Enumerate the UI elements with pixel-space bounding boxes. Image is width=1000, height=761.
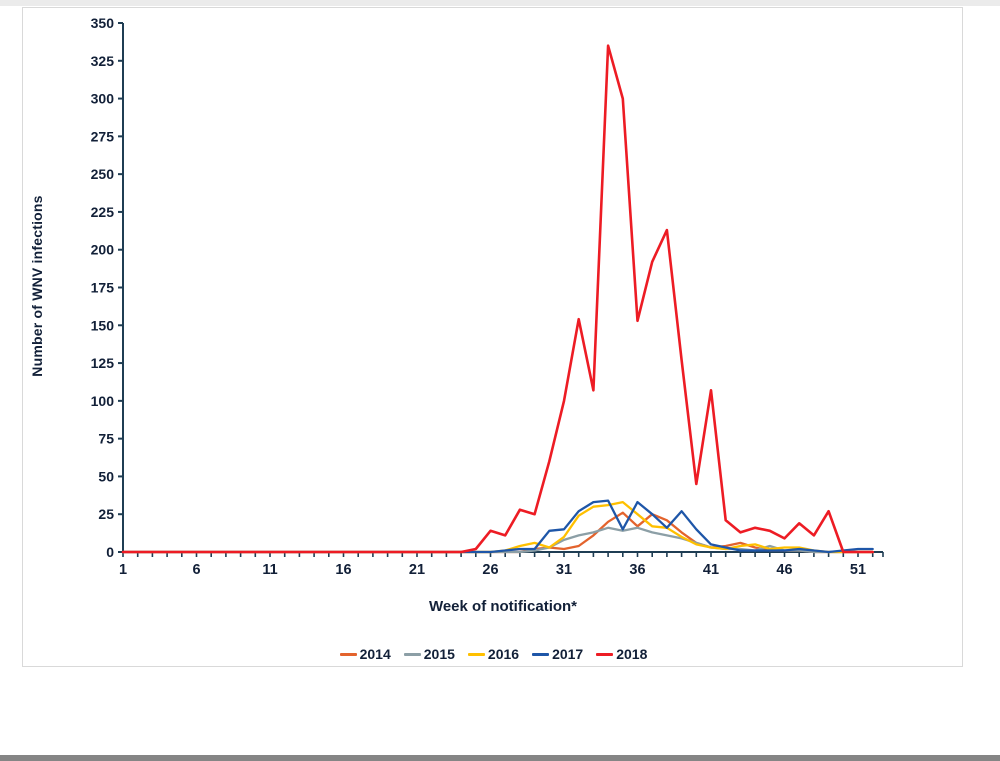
legend-item-2014: 2014	[339, 646, 391, 662]
y-tick-label-200: 200	[91, 242, 115, 258]
cropped-footer-strip	[0, 755, 1000, 761]
x-tick-label-36: 36	[629, 562, 645, 578]
y-axis-title: Number of WNV infections	[29, 195, 45, 377]
y-tick-label-0: 0	[106, 544, 114, 560]
legend-label-2018: 2018	[616, 646, 648, 662]
chart-svg: 0 25 50 75 100 125 150 175 200 225 250 275 300 325 350…	[91, 15, 884, 578]
x-tick-label-46: 46	[776, 562, 792, 578]
cropped-caption-strip	[0, 0, 1000, 6]
y-tick-label-25: 25	[98, 506, 114, 522]
y-tick-label-225: 225	[91, 204, 115, 220]
series-line-2015	[121, 526, 874, 554]
y-tick-label-50: 50	[98, 468, 114, 484]
x-tick-label-41: 41	[703, 562, 719, 578]
legend-label-2016: 2016	[487, 646, 520, 662]
x-tick-label-11: 11	[262, 562, 277, 578]
legend-swatch-2016	[467, 652, 485, 656]
y-tick-label-150: 150	[91, 317, 115, 333]
legend-swatch-2014	[339, 652, 357, 656]
legend-label-2014: 2014	[359, 646, 391, 662]
legend-item-2015: 2015	[403, 646, 455, 662]
legend-item-2017: 2017	[532, 646, 583, 662]
legend-swatch-2018	[596, 652, 614, 656]
legend-swatch-2017	[532, 652, 550, 656]
legend-label-2017: 2017	[552, 646, 584, 662]
x-tick-label-1: 1	[119, 562, 127, 578]
y-tick-label-75: 75	[98, 431, 114, 447]
legend-label-2015: 2015	[423, 646, 455, 662]
y-tick-label-300: 300	[91, 91, 115, 107]
y-tick-label-275: 275	[91, 128, 115, 144]
legend-item-2018: 2018	[596, 646, 647, 662]
x-tick-label-6: 6	[192, 562, 200, 578]
y-tick-label-100: 100	[91, 393, 115, 409]
x-tick-label-31: 31	[556, 562, 572, 578]
y-tick-label-350: 350	[91, 15, 115, 31]
x-tick-label-26: 26	[482, 562, 498, 578]
y-tick-label-175: 175	[91, 280, 115, 296]
legend: 2014 2015 2016 2017 2018	[23, 646, 964, 662]
x-tick-label-51: 51	[850, 562, 866, 578]
series-line-2018	[121, 44, 875, 554]
y-tick-label-325: 325	[91, 53, 115, 69]
series-line-2017	[121, 499, 874, 554]
legend-item-2016: 2016	[467, 646, 520, 662]
legend-swatch-2015	[403, 652, 421, 656]
x-axis-title: Week of notification*	[428, 598, 578, 615]
series-line-2016	[121, 500, 874, 554]
x-tick-label-21: 21	[409, 562, 425, 578]
y-tick-label-125: 125	[91, 355, 115, 371]
y-tick-label-250: 250	[91, 166, 115, 182]
figure-box: 0 25 50 75 100 125 150 175 200 225 250 275 300 325 350…	[22, 7, 963, 667]
x-tick-label-16: 16	[335, 562, 351, 578]
